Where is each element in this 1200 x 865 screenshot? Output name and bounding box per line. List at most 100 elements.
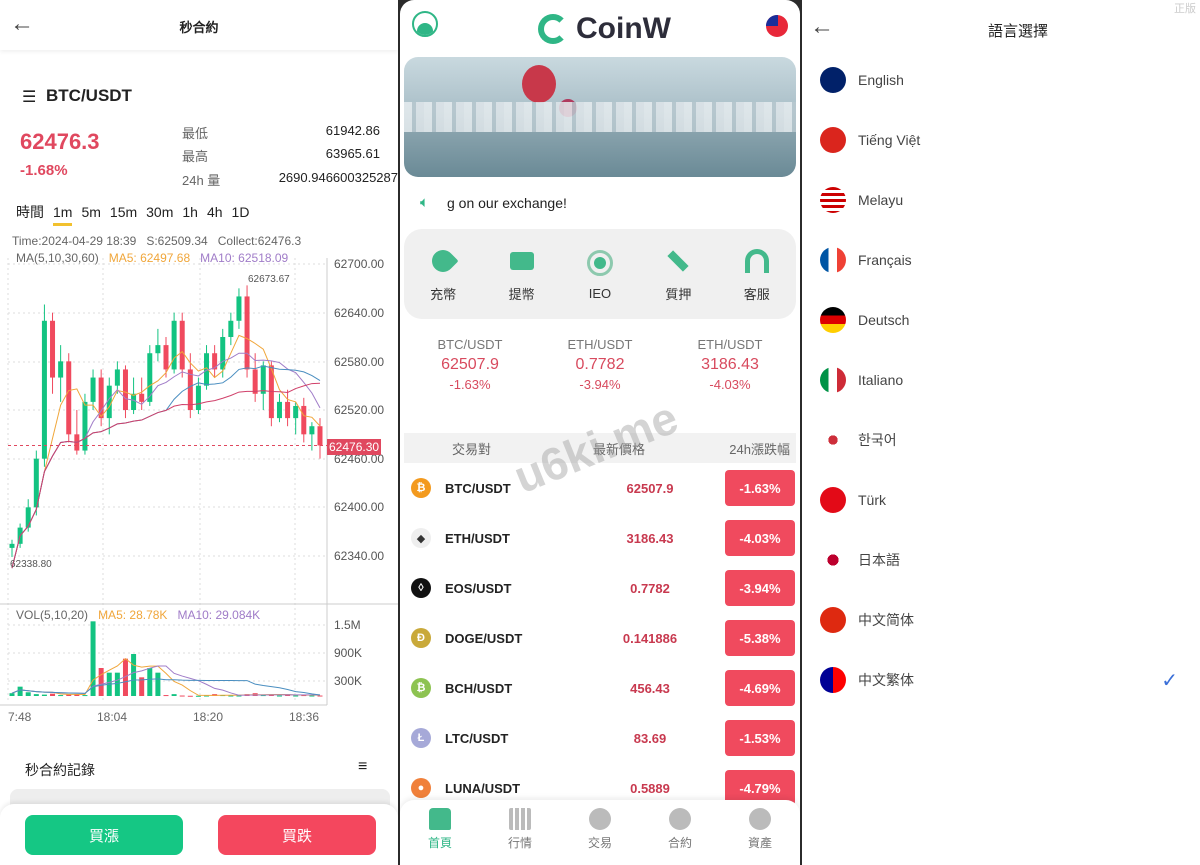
nav-market[interactable]: 行情 bbox=[490, 808, 550, 865]
pair-row[interactable]: ◆ ETH/USDT 3186.43 -4.03% bbox=[404, 513, 796, 563]
candle bbox=[106, 385, 112, 419]
tab-15m[interactable]: 15m bbox=[109, 204, 138, 220]
ma-legend: MA(5,10,30,60) MA5: 62497.68 MA10: 62518… bbox=[16, 251, 288, 265]
nav-home[interactable]: 首頁 bbox=[410, 808, 470, 865]
trade-icon bbox=[589, 808, 611, 830]
ticker-pair: BTC/USDT bbox=[437, 337, 503, 352]
language-item[interactable]: Türk bbox=[802, 470, 1200, 530]
pair-change-badge: -4.69% bbox=[725, 670, 795, 706]
language-item[interactable]: Deutsch bbox=[802, 290, 1200, 350]
language-item[interactable]: Melayu bbox=[802, 170, 1200, 230]
language-item[interactable]: 한국어 bbox=[802, 410, 1200, 470]
language-item[interactable]: Français bbox=[802, 230, 1200, 290]
coin-icon: ₿ bbox=[411, 478, 431, 498]
pair-row[interactable]: Ł LTC/USDT 83.69 -1.53% bbox=[404, 713, 796, 763]
volume-bar bbox=[204, 695, 210, 697]
nav-label: 資產 bbox=[747, 836, 772, 850]
volume-bar bbox=[58, 695, 64, 697]
quick-label: 提幣 bbox=[508, 286, 535, 302]
rocket-icon bbox=[427, 244, 459, 277]
pair-name: EOS/USDT bbox=[445, 580, 512, 596]
pair-title[interactable]: BTC/USDT bbox=[46, 86, 132, 105]
ticker-change: -4.03% bbox=[709, 377, 751, 392]
language-item[interactable]: 中文简体 bbox=[802, 590, 1200, 650]
tab-1h[interactable]: 1h bbox=[182, 204, 198, 220]
france-flag-icon bbox=[820, 247, 846, 273]
ticker-price: 0.7782 bbox=[575, 356, 625, 373]
ticker-card[interactable]: ETH/USDT 0.7782 -3.94% bbox=[535, 337, 665, 392]
volume-bar bbox=[114, 672, 120, 696]
deposit-button[interactable]: 充幣 bbox=[413, 244, 473, 303]
volume-bar bbox=[163, 695, 169, 697]
back-arrow-icon[interactable]: ← bbox=[810, 13, 834, 40]
pair-price: 83.69 bbox=[633, 730, 667, 746]
pair-row[interactable]: ₿ BTC/USDT 62507.9 -1.63% bbox=[404, 463, 796, 513]
candle bbox=[66, 361, 72, 435]
tab-5m[interactable]: 5m bbox=[81, 204, 101, 220]
ma5-label: MA5: 62497.68 bbox=[108, 251, 191, 265]
price-change: -1.68% bbox=[20, 162, 68, 179]
ticker-change: -3.94% bbox=[579, 377, 621, 392]
support-button[interactable]: 客服 bbox=[727, 246, 787, 303]
quick-label: IEO bbox=[588, 285, 612, 301]
pair-row[interactable]: Ð DOGE/USDT 0.141886 -5.38% bbox=[404, 613, 796, 663]
ma60-line bbox=[11, 382, 321, 569]
stat-label: 最高 bbox=[182, 149, 209, 164]
candlestick-chart[interactable] bbox=[0, 0, 398, 720]
tab-30m[interactable]: 30m bbox=[146, 204, 174, 220]
candle bbox=[187, 369, 193, 410]
tab-1d[interactable]: 1D bbox=[231, 204, 250, 220]
filter-icon[interactable]: ≡ bbox=[358, 758, 368, 775]
volume-bar bbox=[98, 668, 104, 696]
taiwan-flag-icon[interactable] bbox=[766, 15, 788, 37]
records-title: 秒合約記錄 bbox=[25, 762, 95, 778]
nav-label: 合約 bbox=[667, 836, 692, 850]
language-item[interactable]: Tiếng Việt bbox=[802, 110, 1200, 170]
volume-bar bbox=[9, 693, 15, 696]
pair-price: 62507.9 bbox=[626, 480, 674, 496]
coin-icon: ◊ bbox=[411, 578, 431, 598]
candle bbox=[276, 401, 282, 419]
timeframe-tabs: 時間 1m 5m 15m 30m 1h 4h 1D bbox=[16, 202, 258, 226]
ticker-card[interactable]: ETH/USDT 3186.43 -4.03% bbox=[665, 337, 795, 392]
language-item[interactable]: English bbox=[802, 50, 1200, 110]
notice-text[interactable]: g on our exchange! bbox=[447, 195, 567, 211]
volume-bar bbox=[41, 694, 47, 696]
withdraw-button[interactable]: 提幣 bbox=[492, 246, 552, 303]
menu-icon[interactable]: ☰ bbox=[22, 89, 37, 106]
buy-down-button[interactable]: 買跌 bbox=[218, 815, 376, 855]
page-title: 秒合約 bbox=[179, 20, 219, 35]
ticker-card[interactable]: BTC/USDT 62507.9 -1.63% bbox=[405, 337, 535, 392]
profile-icon[interactable] bbox=[412, 11, 438, 37]
nav-label: 首頁 bbox=[427, 836, 452, 850]
language-item[interactable]: 中文繁体 ✓ bbox=[802, 650, 1200, 710]
nav-trade[interactable]: 交易 bbox=[570, 808, 630, 865]
buy-up-button[interactable]: 買漲 bbox=[25, 815, 183, 855]
banner-image[interactable] bbox=[404, 57, 796, 177]
ticker-change: -1.63% bbox=[449, 377, 491, 392]
italy-flag-icon bbox=[820, 367, 846, 393]
nav-label: 交易 bbox=[587, 836, 612, 850]
candle bbox=[212, 353, 218, 370]
tab-time[interactable]: 時間 bbox=[16, 204, 44, 220]
pair-row[interactable]: ● LUNA/USDT 0.5889 -4.79% bbox=[404, 763, 796, 813]
volume-bar bbox=[236, 695, 242, 697]
back-arrow-icon[interactable]: ← bbox=[10, 10, 34, 37]
candle bbox=[139, 393, 145, 402]
pair-row[interactable]: ₿ BCH/USDT 456.43 -4.69% bbox=[404, 663, 796, 713]
pair-row[interactable]: ◊ EOS/USDT 0.7782 -3.94% bbox=[404, 563, 796, 613]
corner-text: 正版 bbox=[1174, 3, 1196, 15]
language-name: 中文繁体 bbox=[858, 672, 914, 688]
ma-label: MA(5,10,30,60) bbox=[16, 251, 99, 265]
ieo-button[interactable]: IEO bbox=[570, 248, 630, 301]
price-tick: 62520.00 bbox=[334, 403, 385, 417]
staking-button[interactable]: 質押 bbox=[648, 246, 708, 303]
tab-4h[interactable]: 4h bbox=[206, 204, 223, 220]
nav-assets[interactable]: 資產 bbox=[730, 808, 790, 865]
language-item[interactable]: 日本語 bbox=[802, 530, 1200, 590]
volume-bar bbox=[293, 695, 299, 697]
tab-1m[interactable]: 1m bbox=[53, 204, 73, 226]
volume-bar bbox=[25, 692, 31, 696]
nav-contract[interactable]: 合約 bbox=[650, 808, 710, 865]
language-item[interactable]: Italiano bbox=[802, 350, 1200, 410]
